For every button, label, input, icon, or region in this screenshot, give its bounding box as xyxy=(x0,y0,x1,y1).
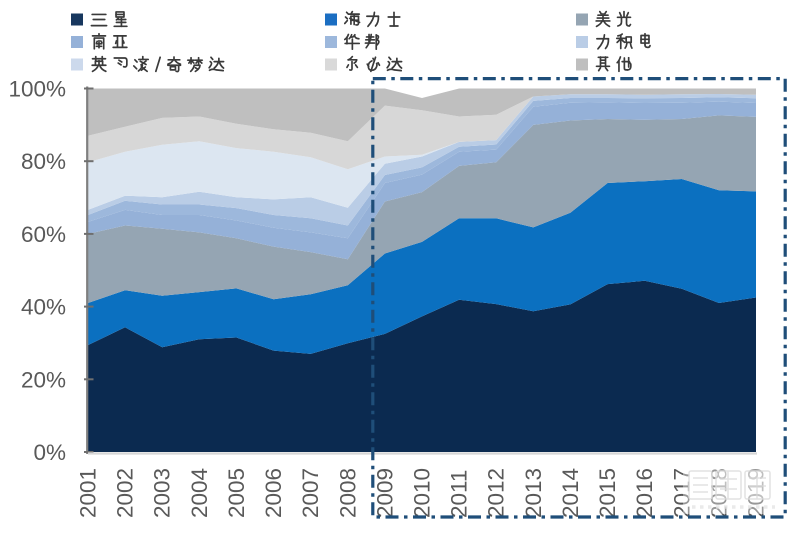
svg-text:2018: 2018 xyxy=(706,468,731,518)
svg-text:2016: 2016 xyxy=(632,468,657,518)
svg-text:2006: 2006 xyxy=(261,468,286,518)
svg-text:40%: 40% xyxy=(21,295,66,320)
svg-text:2004: 2004 xyxy=(187,468,212,518)
svg-text:2012: 2012 xyxy=(484,468,509,518)
svg-text:2008: 2008 xyxy=(335,468,360,518)
svg-text:2011: 2011 xyxy=(447,470,472,518)
svg-text:80%: 80% xyxy=(21,149,66,174)
svg-text:2009: 2009 xyxy=(372,468,397,518)
svg-text:2001: 2001 xyxy=(76,468,101,518)
svg-text:2007: 2007 xyxy=(298,468,323,518)
svg-text:2003: 2003 xyxy=(150,468,175,518)
svg-text:100%: 100% xyxy=(8,77,66,102)
svg-text:2010: 2010 xyxy=(410,468,435,518)
svg-text:60%: 60% xyxy=(21,222,66,247)
svg-text:2019: 2019 xyxy=(744,468,769,518)
svg-text:2005: 2005 xyxy=(224,468,249,518)
svg-text:2013: 2013 xyxy=(521,468,546,518)
svg-text:2002: 2002 xyxy=(113,468,138,518)
svg-text:2014: 2014 xyxy=(558,468,583,518)
svg-text:2017: 2017 xyxy=(669,468,694,518)
svg-text:0%: 0% xyxy=(33,440,66,465)
svg-text:20%: 20% xyxy=(21,367,66,392)
svg-text:2015: 2015 xyxy=(595,468,620,518)
